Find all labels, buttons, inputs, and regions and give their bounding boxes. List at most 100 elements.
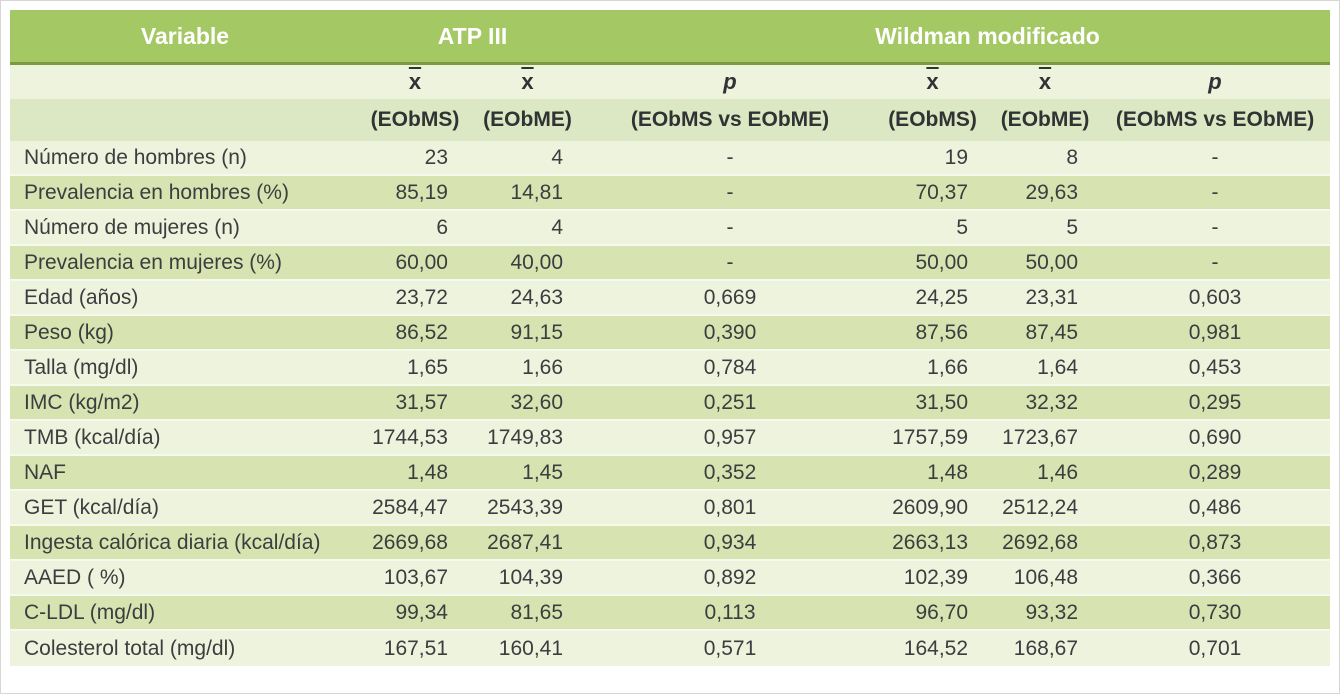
mean-value-cell: 31,50	[875, 386, 991, 421]
p-value-cell: 0,690	[1100, 421, 1331, 456]
table-body: Número de hombres (n) 23 4-19 8- Prevalencia…	[10, 141, 1331, 666]
mean-value-cell: 70,37	[875, 176, 991, 211]
mean-value-cell: 29,63	[990, 176, 1101, 211]
xbar-symbol: x	[926, 69, 939, 94]
column-label-eobms: (EObMS)	[875, 99, 991, 141]
mean-value-cell: 160,41	[470, 631, 586, 666]
table-row: Ingesta calórica diaria (kcal/día) 2669,6…	[10, 526, 1331, 561]
variable-cell: TMB (kcal/día)	[10, 421, 360, 456]
p-value-cell: 0,730	[1100, 596, 1331, 631]
p-value-cell: 0,784	[585, 351, 876, 386]
mean-value-cell: 1723,67	[990, 421, 1101, 456]
table-row: Peso (kg) 86,52 91,15 0,390 87,56 87,45 0,981	[10, 316, 1331, 351]
mean-value-cell: 164,52	[875, 631, 991, 666]
variable-cell: IMC (kg/m2)	[10, 386, 360, 421]
xbar-symbol: x	[408, 69, 422, 94]
mean-value-cell: 1744,53	[360, 421, 470, 456]
p-value-cell: -	[585, 176, 876, 211]
p-value-cell: -	[585, 246, 876, 281]
table-row: Prevalencia en mujeres (%) 60,00 40,00-50,…	[10, 246, 1331, 281]
p-value-cell: 0,571	[585, 631, 876, 666]
mean-value-cell: 2692,68	[990, 526, 1101, 561]
p-value-cell: 0,873	[1100, 526, 1331, 561]
mean-value-cell: 86,52	[360, 316, 470, 351]
column-label-eobme: (EObME)	[470, 99, 586, 141]
table-row: IMC (kg/m2) 31,57 32,60 0,251 31,50 32,32 0,29…	[10, 386, 1331, 421]
p-value-cell: 0,669	[585, 281, 876, 316]
mean-symbol: x	[360, 65, 470, 99]
variable-cell: Edad (años)	[10, 281, 360, 316]
table-row: Número de mujeres (n) 6 4-5 5-	[10, 211, 1331, 246]
header-variable: Variable	[10, 10, 360, 65]
mean-value-cell: 2584,47	[360, 491, 470, 526]
p-value-cell: 0,251	[585, 386, 876, 421]
mean-value-cell: 50,00	[875, 246, 991, 281]
mean-value-cell: 1,65	[360, 351, 470, 386]
table-header-row: Variable ATP III Wildman modificado	[10, 10, 1331, 65]
p-value-cell: 0,113	[585, 596, 876, 631]
comparison-table: Variable ATP III Wildman modificado x x …	[10, 10, 1331, 666]
variable-cell: Prevalencia en hombres (%)	[10, 176, 360, 211]
mean-value-cell: 8	[990, 141, 1101, 176]
mean-value-cell: 91,15	[470, 316, 586, 351]
mean-value-cell: 32,60	[470, 386, 586, 421]
mean-value-cell: 1,64	[990, 351, 1101, 386]
mean-value-cell: 6	[360, 211, 470, 246]
table-row: Prevalencia en hombres (%) 85,19 14,81-70,…	[10, 176, 1331, 211]
mean-value-cell: 168,67	[990, 631, 1101, 666]
variable-cell: NAF	[10, 456, 360, 491]
mean-value-cell: 81,65	[470, 596, 586, 631]
mean-value-cell: 1,48	[360, 456, 470, 491]
variable-cell: GET (kcal/día)	[10, 491, 360, 526]
p-value-cell: -	[1100, 141, 1331, 176]
p-value-cell: 0,701	[1100, 631, 1331, 666]
mean-value-cell: 14,81	[470, 176, 586, 211]
xbar-symbol: x	[521, 69, 534, 94]
mean-value-cell: 1757,59	[875, 421, 991, 456]
p-symbol-text: p	[1208, 69, 1222, 94]
p-value-cell: 0,981	[1100, 316, 1331, 351]
mean-value-cell: 93,32	[990, 596, 1101, 631]
p-value-cell: 0,892	[585, 561, 876, 596]
p-value-cell: -	[585, 141, 876, 176]
mean-value-cell: 96,70	[875, 596, 991, 631]
mean-value-cell: 23	[360, 141, 470, 176]
mean-value-cell: 4	[470, 211, 586, 246]
mean-value-cell: 2609,90	[875, 491, 991, 526]
variable-cell: C-LDL (mg/dl)	[10, 596, 360, 631]
mean-value-cell: 40,00	[470, 246, 586, 281]
mean-value-cell: 31,57	[360, 386, 470, 421]
table-row: AAED ( %) 103,67 104,39 0,892 102,39 106,48 0,…	[10, 561, 1331, 596]
mean-value-cell: 23,72	[360, 281, 470, 316]
p-value-cell: -	[1100, 176, 1331, 211]
variable-cell: Ingesta calórica diaria (kcal/día)	[10, 526, 360, 561]
variable-cell: Peso (kg)	[10, 316, 360, 351]
variable-cell: Colesterol total (mg/dl)	[10, 631, 360, 666]
column-label-p-compare: (EObMS vs EObME)	[1100, 99, 1331, 141]
p-value-cell: 0,934	[585, 526, 876, 561]
mean-value-cell: 87,45	[990, 316, 1101, 351]
mean-value-cell: 1,48	[875, 456, 991, 491]
table-row: Número de hombres (n) 23 4-19 8-	[10, 141, 1331, 176]
mean-value-cell: 5	[875, 211, 991, 246]
header-group-wildman: Wildman modificado	[875, 10, 1101, 65]
p-value-cell: 0,295	[1100, 386, 1331, 421]
mean-value-cell: 60,00	[360, 246, 470, 281]
p-value-cell: 0,957	[585, 421, 876, 456]
mean-value-cell: 104,39	[470, 561, 586, 596]
p-value-cell: 0,801	[585, 491, 876, 526]
mean-value-cell: 2669,68	[360, 526, 470, 561]
mean-value-cell: 2663,13	[875, 526, 991, 561]
table-row: Talla (mg/dl) 1,65 1,66 0,784 1,66 1,64 0,453	[10, 351, 1331, 386]
table-row: TMB (kcal/día) 1744,53 1749,83 0,957 1757,59…	[10, 421, 1331, 456]
mean-symbol: x	[875, 65, 991, 99]
mean-value-cell: 1,66	[875, 351, 991, 386]
table-row: Edad (años) 23,72 24,63 0,669 24,25 23,31 0,60…	[10, 281, 1331, 316]
subheader-symbols-row: x x p x x p	[10, 65, 1331, 99]
p-value-cell: -	[1100, 211, 1331, 246]
column-label-eobme: (EObME)	[990, 99, 1101, 141]
mean-value-cell: 103,67	[360, 561, 470, 596]
mean-symbol: x	[470, 65, 586, 99]
header-group-atp3: ATP III	[360, 10, 586, 65]
